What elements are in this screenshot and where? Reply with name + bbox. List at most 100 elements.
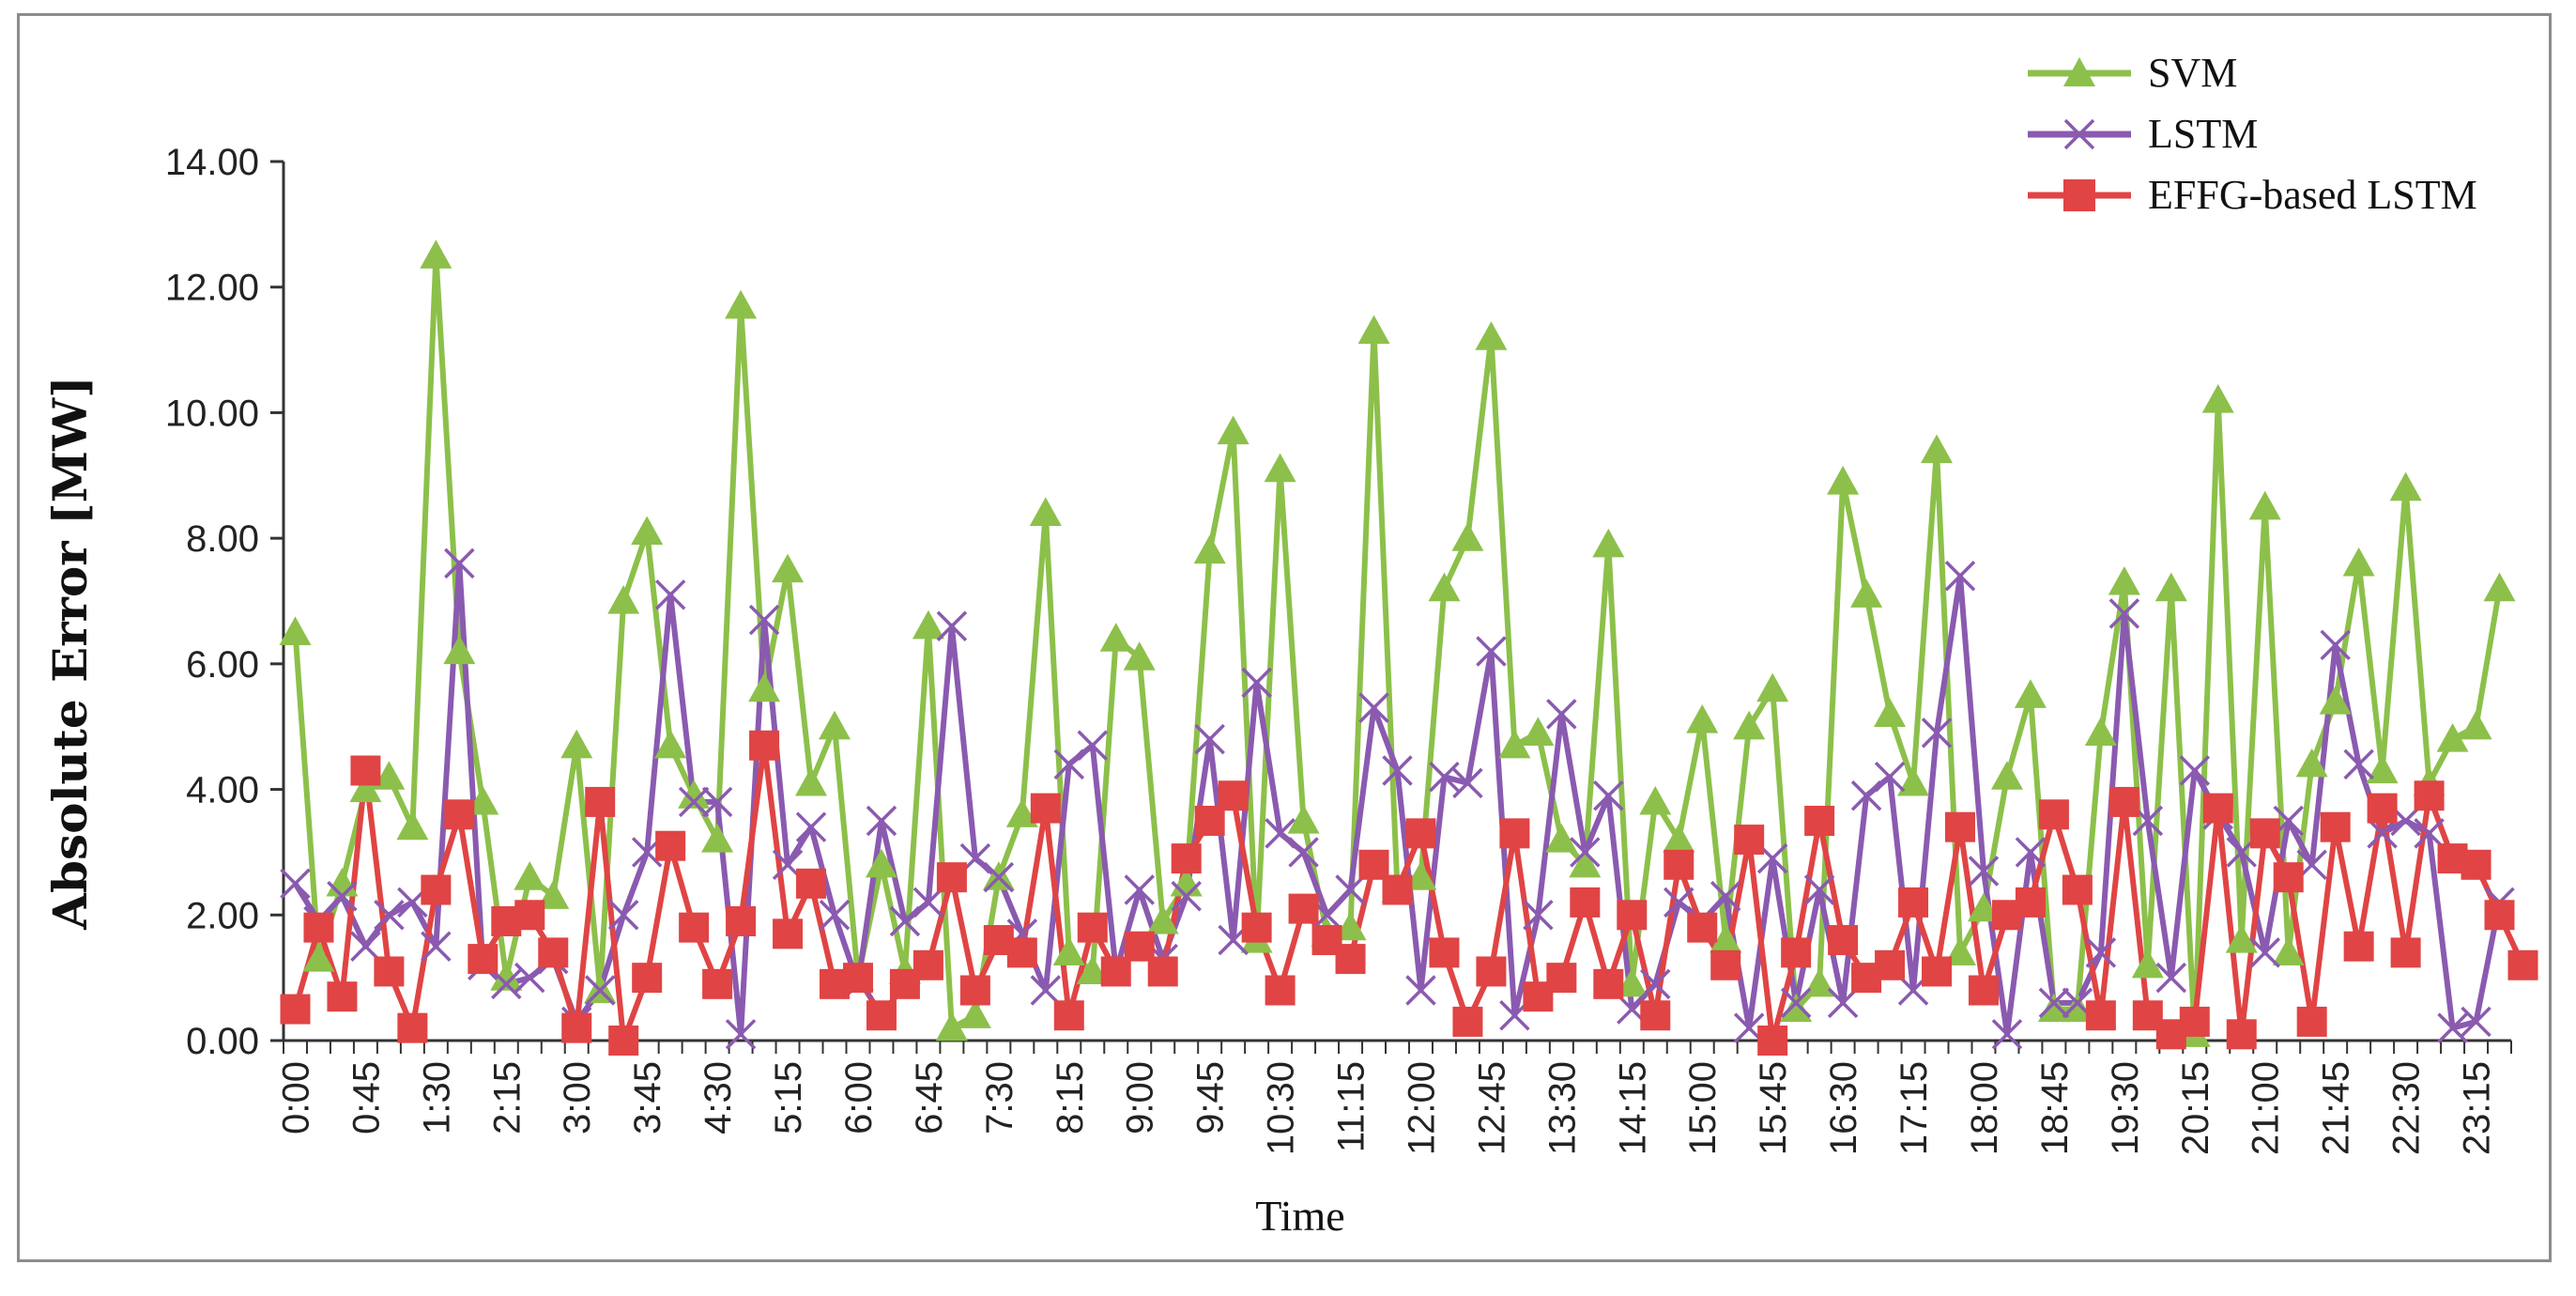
x-marker-stroke (1780, 987, 1812, 1019)
data-point-effg-lstm (2038, 799, 2069, 830)
data-point-svm (678, 779, 711, 809)
data-point-lstm (1053, 748, 1085, 780)
data-point-lstm (1030, 975, 1062, 1006)
x-marker-stroke (1968, 856, 2000, 887)
data-point-svm (1099, 623, 1132, 652)
data-point-svm (537, 880, 570, 909)
data-point-effg-lstm (1944, 811, 1975, 842)
x-marker-stroke (819, 900, 851, 931)
data-point-lstm (1077, 730, 1109, 762)
x-marker-stroke (1523, 900, 1554, 931)
data-point-effg-lstm (1640, 1000, 1671, 1031)
data-point-effg-lstm (866, 1000, 897, 1031)
data-point-effg-lstm (1687, 912, 1718, 943)
x-marker-stroke (725, 1019, 757, 1050)
data-point-lstm (2461, 1006, 2492, 1038)
data-point-effg-lstm (538, 937, 569, 968)
data-point-lstm (866, 805, 897, 837)
data-point-effg-lstm (1241, 912, 1272, 943)
data-point-svm (560, 729, 593, 759)
x-tick-label: 18:45 (2034, 1061, 2076, 1155)
y-axis-ticks (270, 160, 2512, 1054)
x-marker-stroke (374, 900, 405, 931)
data-point-effg-lstm (1077, 912, 1108, 943)
y-tick-label: 12.00 (165, 268, 259, 309)
data-point-svm (1498, 729, 1531, 759)
x-marker-stroke (1546, 699, 1577, 730)
x-marker-stroke (2414, 818, 2445, 849)
legend-item-lstm: LSTM (2028, 111, 2258, 157)
data-point-lstm (280, 868, 311, 900)
data-point-effg-lstm (1171, 843, 1202, 874)
data-point-svm (1827, 465, 1860, 495)
data-point-svm (279, 616, 312, 646)
x-marker-stroke (2390, 805, 2421, 837)
x-tick-label: 4:30 (698, 1061, 739, 1134)
data-point-svm (1990, 761, 2023, 790)
legend: SVM LSTM EFFG-based LSTM (2028, 50, 2477, 218)
data-point-svm (396, 810, 429, 841)
series-markers (279, 239, 2538, 1056)
data-point-effg-lstm (773, 918, 804, 949)
data-point-effg-lstm (842, 963, 873, 994)
data-point-svm (443, 635, 476, 665)
data-point-lstm (584, 975, 616, 1006)
tick-labels: 0.00 2.00 4.00 6.00 8.00 10.00 12.00 14.00 0:00 0… (165, 142, 2498, 1155)
x-marker-stroke (1335, 874, 1366, 905)
data-point-svm (490, 962, 523, 991)
data-point-svm (2389, 471, 2422, 501)
data-point-effg-lstm (726, 905, 757, 936)
x-marker-stroke (1850, 780, 1882, 811)
x-marker-stroke (889, 905, 921, 937)
data-point-effg-lstm (1405, 818, 1436, 849)
x-marker-stroke (491, 968, 522, 1000)
data-point-lstm (374, 900, 405, 931)
x-tick-label: 21:00 (2246, 1061, 2287, 1155)
data-point-svm (2131, 949, 2164, 979)
x-marker-stroke (1827, 987, 1859, 1019)
data-point-effg-lstm (2414, 780, 2445, 811)
data-point-lstm (421, 931, 452, 962)
x-marker-stroke (1921, 717, 1953, 748)
x-marker-stroke (421, 931, 452, 962)
data-point-svm (2225, 924, 2258, 953)
data-point-effg-lstm (2226, 1019, 2257, 1050)
data-point-svm (2037, 993, 2070, 1023)
data-point-lstm (654, 579, 686, 610)
data-point-svm (1052, 936, 1085, 965)
x-marker-stroke (280, 868, 311, 900)
data-point-svm (1897, 766, 1930, 796)
data-point-svm (1076, 955, 1109, 985)
data-point-effg-lstm (1429, 937, 1460, 968)
data-point-effg-lstm (280, 994, 311, 1025)
data-point-effg-lstm (1499, 818, 1530, 849)
data-point-effg-lstm (1124, 931, 1155, 962)
data-point-svm (302, 943, 335, 972)
x-marker-stroke (1617, 994, 1648, 1025)
x-tick-label: 1:30 (416, 1061, 457, 1134)
data-point-effg-lstm (1265, 975, 1296, 1006)
data-point-svm (795, 766, 828, 796)
x-tick-label: 17:15 (1894, 1061, 1935, 1155)
data-point-lstm (1968, 856, 2000, 887)
data-point-svm (2248, 490, 2281, 520)
data-point-svm (772, 553, 805, 583)
data-point-lstm (514, 962, 545, 994)
data-point-lstm (1640, 968, 1671, 1000)
data-point-lstm (1523, 900, 1554, 931)
x-tick-label: 9:45 (1190, 1061, 1232, 1134)
x-marker-stroke (584, 975, 616, 1006)
y-tick-label: 10.00 (165, 393, 259, 434)
y-tick-label: 14.00 (165, 142, 259, 183)
x-marker-stroke (1194, 723, 1225, 755)
data-point-effg-lstm (585, 786, 616, 817)
y-tick-label: 0.00 (186, 1021, 259, 1062)
data-point-effg-lstm (327, 981, 358, 1012)
x-marker-stroke (2179, 755, 2211, 786)
x-marker-stroke (1077, 730, 1109, 762)
x-tick-label: 2:15 (486, 1061, 528, 1134)
data-point-svm (1850, 579, 1883, 608)
x-marker-stroke (2343, 748, 2374, 780)
data-point-effg-lstm (1968, 975, 1999, 1006)
x-tick-label: 6:45 (909, 1061, 950, 1134)
